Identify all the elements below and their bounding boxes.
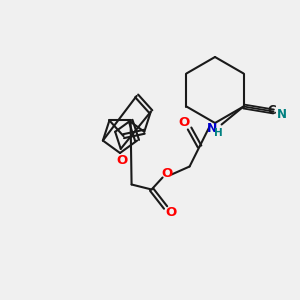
Text: O: O	[178, 116, 189, 129]
Text: O: O	[116, 154, 128, 166]
Text: O: O	[161, 167, 172, 180]
Text: H: H	[214, 128, 223, 137]
Text: N: N	[277, 108, 286, 121]
Text: C: C	[267, 104, 276, 117]
Text: O: O	[165, 206, 176, 219]
Text: N: N	[206, 122, 217, 135]
